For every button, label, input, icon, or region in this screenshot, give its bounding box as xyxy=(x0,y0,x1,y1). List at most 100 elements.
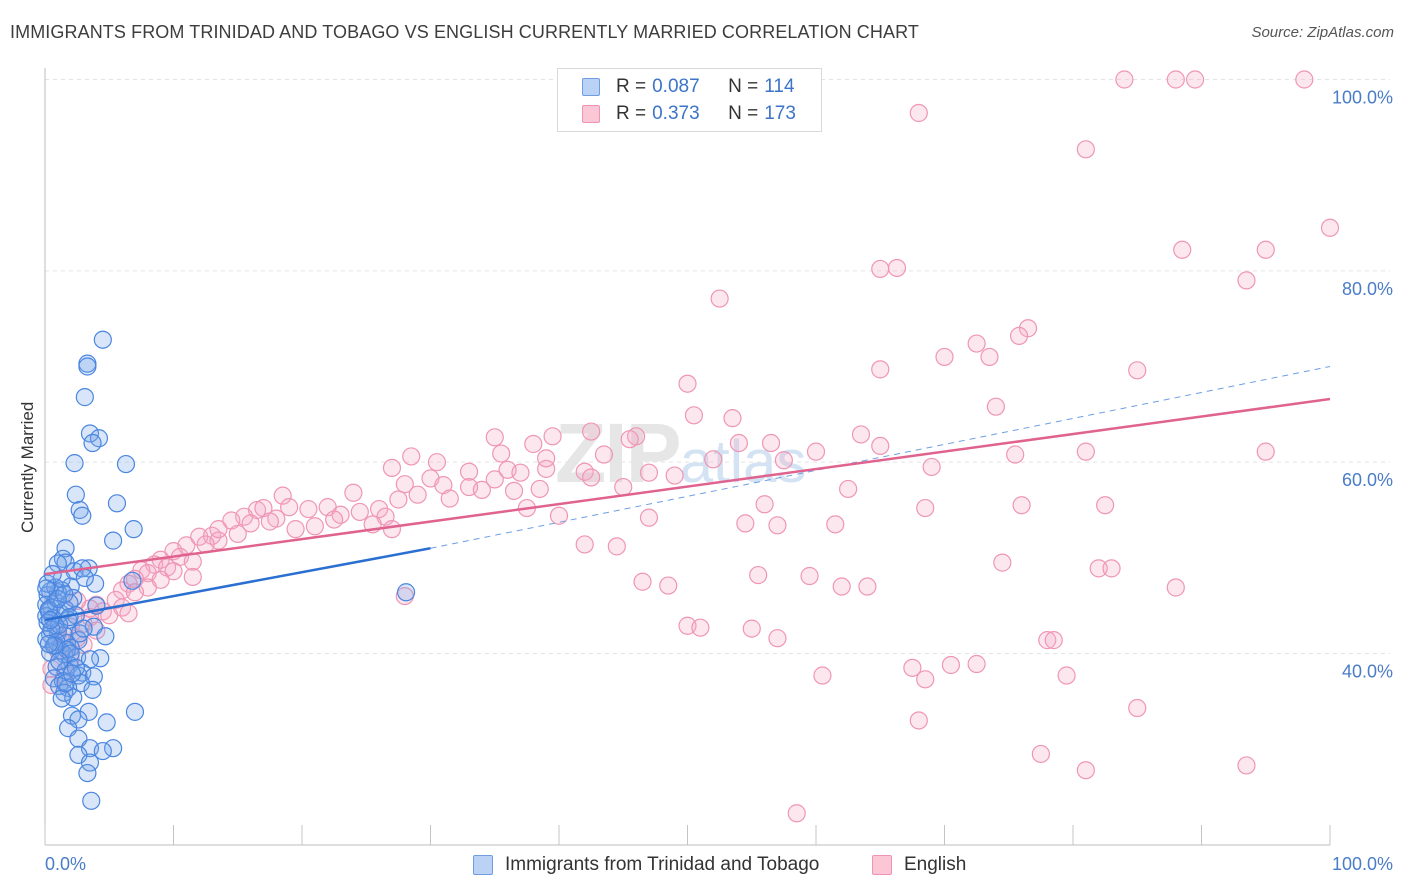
legend-row-blue: R = 0.087 N = 114 xyxy=(582,75,801,99)
n-label: N = xyxy=(728,103,759,124)
english-point xyxy=(787,804,806,823)
english-point xyxy=(639,508,659,527)
english-point xyxy=(941,655,961,675)
english-point xyxy=(273,486,292,505)
english-point xyxy=(594,445,614,464)
trinidad-point xyxy=(39,634,58,654)
english-point xyxy=(806,442,826,461)
english-point xyxy=(241,514,260,533)
english-point xyxy=(504,481,524,500)
english-point xyxy=(916,670,935,689)
english-point xyxy=(871,436,890,456)
trinidad-point xyxy=(124,520,143,539)
english-point xyxy=(967,654,986,674)
trinidad-point xyxy=(50,652,69,671)
english-point xyxy=(839,479,858,499)
trinidad-point xyxy=(78,763,97,783)
english-point xyxy=(537,449,556,468)
english-point xyxy=(967,334,986,353)
n-label: N = xyxy=(728,76,759,97)
english-point xyxy=(1057,666,1076,685)
trinidad-point xyxy=(80,650,100,669)
trinidad-point xyxy=(75,388,94,407)
english-point xyxy=(325,510,344,529)
english-point xyxy=(800,566,819,586)
english-point xyxy=(813,666,832,685)
english-point xyxy=(723,409,742,428)
pink-r-value: 0.373 xyxy=(652,103,700,124)
english-point xyxy=(826,515,845,534)
trinidad-trend-extension xyxy=(430,366,1331,549)
english-point xyxy=(183,567,202,587)
trinidad-point xyxy=(123,571,142,590)
english-point xyxy=(909,711,928,730)
english-point xyxy=(1237,756,1256,775)
english-point xyxy=(639,463,659,482)
english-point xyxy=(871,360,890,379)
english-point xyxy=(691,618,710,637)
english-point xyxy=(260,512,279,531)
trinidad-point xyxy=(83,433,102,453)
x-tick-label: 0.0% xyxy=(45,854,86,874)
trinidad-point xyxy=(73,506,92,525)
english-point xyxy=(1256,442,1275,461)
trinidad-point xyxy=(66,485,85,504)
english-point xyxy=(614,477,633,497)
english-point xyxy=(736,514,755,533)
trinidad-point xyxy=(52,569,71,588)
english-point xyxy=(1044,631,1063,650)
trinidad-point xyxy=(65,454,84,473)
blue-swatch xyxy=(582,78,600,96)
english-point xyxy=(485,428,504,447)
english-point xyxy=(665,466,684,485)
english-point xyxy=(389,490,408,509)
english-point xyxy=(768,516,787,535)
r-label: R = xyxy=(616,103,647,124)
english-point xyxy=(1295,70,1314,89)
trinidad-point xyxy=(82,791,101,810)
english-point xyxy=(633,572,652,591)
english-point xyxy=(524,434,543,454)
bottom-legend-pink: English xyxy=(872,852,966,878)
english-point xyxy=(100,606,119,625)
trinidad-point xyxy=(96,627,115,646)
english-point xyxy=(1102,559,1121,578)
x-tick-label: 100.0% xyxy=(1332,854,1393,874)
english-point xyxy=(344,483,363,502)
trinidad-point xyxy=(116,454,136,474)
english-point xyxy=(1038,631,1057,650)
english-point xyxy=(858,577,877,596)
english-point xyxy=(659,576,678,595)
watermark-zip: ZIP xyxy=(555,406,682,500)
english-point xyxy=(305,517,324,536)
english-point xyxy=(1076,442,1095,461)
trinidad-point xyxy=(55,585,74,604)
english-point xyxy=(1166,70,1185,89)
english-point xyxy=(459,462,479,481)
english-point xyxy=(119,604,138,623)
trinidad-point xyxy=(56,674,75,693)
english-point xyxy=(887,258,907,278)
trinidad-point xyxy=(75,568,94,588)
english-point xyxy=(209,520,228,539)
english-point xyxy=(704,450,723,469)
english-point xyxy=(678,374,697,393)
english-point xyxy=(761,433,781,453)
trinidad-point xyxy=(107,494,127,513)
english-point xyxy=(684,406,704,425)
r-label: R = xyxy=(616,76,647,97)
english-point xyxy=(1166,578,1185,597)
english-point xyxy=(935,347,954,367)
watermark: ZIPatlas xyxy=(555,405,806,502)
bottom-legend-blue: Immigrants from Trinidad and Tobago xyxy=(473,852,819,878)
legend-row-pink: R = 0.373 N = 173 xyxy=(582,102,802,126)
trinidad-point xyxy=(83,680,102,699)
english-point xyxy=(922,457,941,477)
english-point xyxy=(620,430,639,449)
english-point xyxy=(993,553,1012,572)
english-point xyxy=(582,468,601,487)
blue-n-value: 114 xyxy=(764,76,795,97)
pink-swatch xyxy=(582,105,600,123)
trinidad-trend-line xyxy=(44,547,431,622)
english-point xyxy=(125,583,145,602)
